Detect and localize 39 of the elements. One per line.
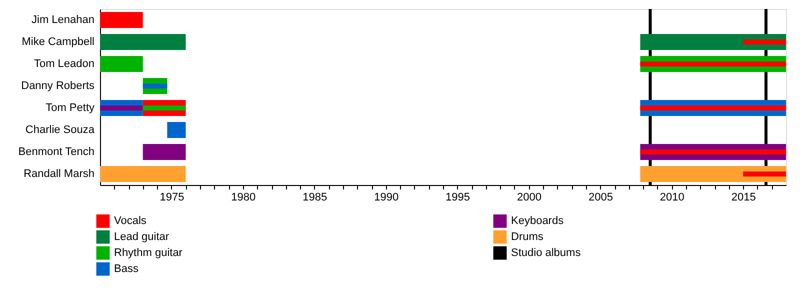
- bar: [640, 106, 786, 110]
- bar: [100, 166, 186, 182]
- x-tick-label: 2005: [588, 192, 613, 204]
- y-tick-label: Danny Roberts: [21, 80, 95, 92]
- x-tick-label: 2010: [660, 192, 684, 204]
- bar: [100, 56, 143, 72]
- y-tick-label: Randall Marsh: [24, 168, 94, 180]
- y-tick-label: Charlie Souza: [25, 124, 96, 136]
- bar: [640, 166, 786, 182]
- bar: [142, 144, 186, 160]
- bar: [142, 106, 186, 110]
- legend-label: Rhythm guitar: [114, 247, 183, 259]
- bar: [167, 122, 186, 138]
- x-tick-label: 2000: [517, 192, 542, 204]
- bar: [100, 12, 143, 28]
- bar: [743, 172, 786, 176]
- legend-label: Studio albums: [511, 247, 582, 259]
- bar: [142, 84, 168, 88]
- legend-label: Bass: [114, 263, 139, 275]
- y-tick-label: Benmont Tench: [18, 146, 94, 158]
- x-tick-label: 1995: [446, 192, 470, 204]
- legend-label: Lead guitar: [114, 231, 170, 243]
- x-tick-label: 1985: [302, 192, 328, 204]
- y-tick-label: Tom Petty: [46, 102, 95, 114]
- bar: [100, 34, 186, 50]
- legend-label: Vocals: [114, 215, 147, 228]
- bar: [640, 150, 786, 154]
- x-tick-label: 2015: [731, 192, 756, 204]
- bar: [743, 40, 786, 44]
- legend-label: Keyboards: [511, 215, 564, 228]
- x-tick-label: 1980: [231, 192, 256, 204]
- bar: [640, 34, 786, 50]
- y-tick-label: Mike Campbell: [22, 36, 94, 48]
- x-tick-label: 1975: [160, 192, 184, 204]
- x-tick-label: 1990: [374, 192, 399, 204]
- bar: [640, 62, 786, 66]
- y-tick-label: Tom Leadon: [34, 58, 94, 70]
- y-tick-label: Jim Lenahan: [32, 14, 94, 26]
- legend-label: Drums: [511, 231, 544, 243]
